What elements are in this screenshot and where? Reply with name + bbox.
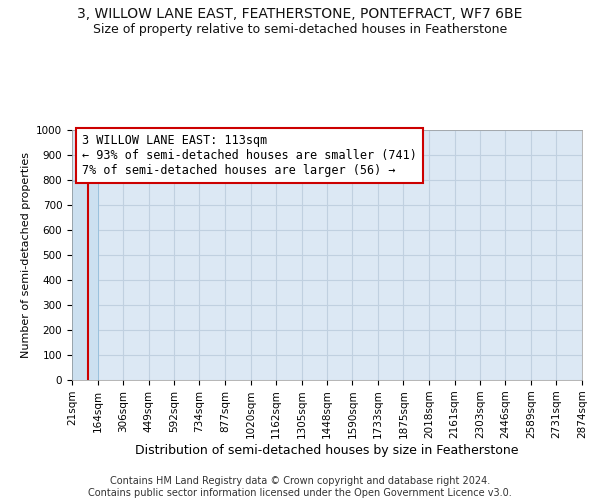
- Text: 3, WILLOW LANE EAST, FEATHERSTONE, PONTEFRACT, WF7 6BE: 3, WILLOW LANE EAST, FEATHERSTONE, PONTE…: [77, 8, 523, 22]
- X-axis label: Distribution of semi-detached houses by size in Featherstone: Distribution of semi-detached houses by …: [135, 444, 519, 457]
- Bar: [72, 180, 98, 380]
- Text: 3 WILLOW LANE EAST: 113sqm
← 93% of semi-detached houses are smaller (741)
7% of: 3 WILLOW LANE EAST: 113sqm ← 93% of semi…: [82, 134, 417, 177]
- Text: Contains HM Land Registry data © Crown copyright and database right 2024.
Contai: Contains HM Land Registry data © Crown c…: [88, 476, 512, 498]
- Text: Size of property relative to semi-detached houses in Featherstone: Size of property relative to semi-detach…: [93, 22, 507, 36]
- Y-axis label: Number of semi-detached properties: Number of semi-detached properties: [20, 152, 31, 358]
